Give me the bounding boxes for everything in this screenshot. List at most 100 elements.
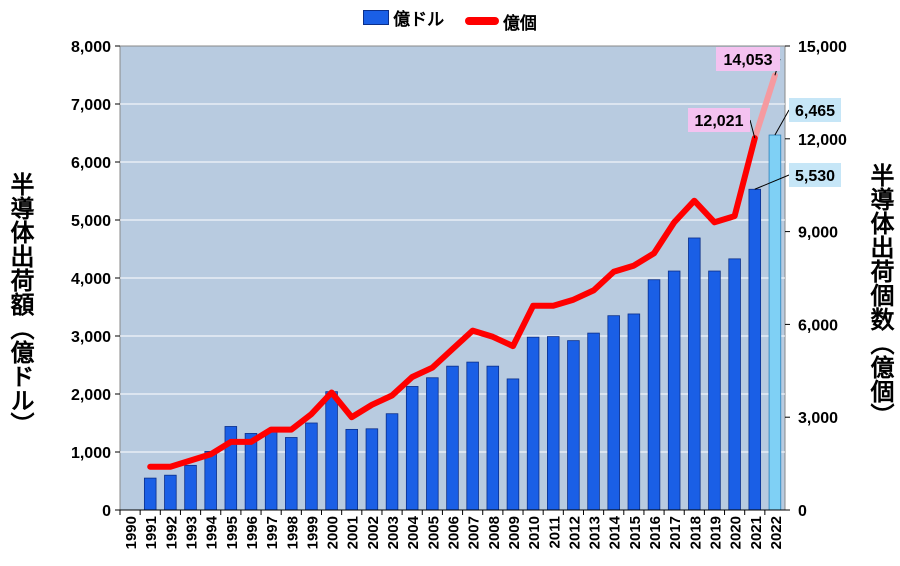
x-tick-label: 1998 (284, 516, 301, 549)
bar-2001 (345, 428, 358, 511)
x-tick-label: 2010 (526, 516, 543, 549)
y-left-tick-label: 6,000 (71, 155, 111, 172)
x-tick-label: 2017 (667, 516, 684, 549)
callout-leader (754, 174, 790, 190)
y-axis-right-title: 半導体出荷個数（億個） (866, 163, 893, 427)
bar-2021 (748, 188, 762, 511)
y-left-tick-label: 5,000 (71, 213, 111, 230)
line-series-actual (147, 135, 758, 470)
bar-2018 (688, 237, 701, 511)
y-left-tick-label: 3,000 (71, 329, 111, 346)
x-tick-label: 2013 (587, 516, 604, 549)
x-tick-label: 2012 (566, 516, 583, 549)
legend-line-swatch (464, 17, 499, 25)
x-tick-label: 2020 (728, 516, 745, 549)
bar-1993 (184, 464, 197, 511)
bar-2003 (385, 413, 399, 511)
y-right-tick-label: 0 (798, 503, 807, 520)
x-tick-label: 2008 (486, 516, 503, 549)
bar-2000 (325, 391, 338, 511)
x-tick-label: 2015 (627, 516, 644, 549)
y-right-tick-label: 6,000 (798, 317, 838, 334)
y-axis-left-title: 半導体出荷額（億ドル） (6, 172, 33, 436)
x-tick-label: 2004 (405, 515, 422, 549)
x-tick-label: 2018 (687, 516, 704, 549)
x-tick-label: 1997 (264, 516, 281, 549)
bar-2020 (728, 258, 741, 511)
x-tick-label: 2003 (385, 516, 402, 549)
x-tick-label: 1995 (224, 516, 241, 549)
legend-bar-label: 億ドル (393, 10, 445, 29)
bar-2013 (587, 332, 600, 511)
bar-2008 (486, 365, 500, 511)
bar-1998 (285, 437, 298, 511)
y-right-tick-label: 12,000 (798, 132, 847, 149)
legend: 億ドル 億個 (0, 5, 900, 34)
legend-bar-swatch (363, 10, 390, 25)
y-right-tick-label: 3,000 (798, 410, 838, 427)
legend-item-line: 億個 (464, 9, 537, 34)
bar-2002 (365, 428, 379, 511)
x-tick-label: 2021 (748, 516, 765, 549)
callout-box (716, 47, 780, 71)
bar-2011 (547, 336, 560, 511)
bar-2019 (708, 270, 721, 511)
bar-2016 (647, 279, 661, 511)
x-tick-label: 2009 (506, 516, 523, 549)
bar-1996 (244, 433, 258, 511)
x-tick-label: 2006 (446, 516, 463, 549)
legend-item-bar: 億ドル (363, 5, 444, 30)
bar-2006 (446, 365, 459, 511)
y-left-tick-label: 8,000 (71, 39, 111, 56)
x-tick-label: 1999 (304, 516, 321, 549)
y-left-tick-label: 1,000 (71, 445, 111, 462)
bar-1992 (164, 474, 177, 511)
bar-2017 (667, 270, 681, 511)
callout-box (789, 163, 841, 187)
line-series-forecast (751, 72, 778, 142)
bar-1991 (143, 477, 157, 511)
y-left-tick-label: 7,000 (71, 97, 111, 114)
y-left-tick-label: 2,000 (71, 387, 111, 404)
bar-2005 (426, 377, 439, 511)
x-tick-label: 2000 (325, 516, 342, 549)
x-tick-label: 2022 (768, 516, 785, 549)
legend-line-label: 億個 (502, 13, 537, 33)
callout-leader (749, 119, 756, 139)
x-tick-label: 2007 (466, 516, 483, 549)
bar-2012 (567, 340, 580, 511)
y-right-tick-label: 9,000 (798, 225, 838, 242)
callout-leader (774, 109, 790, 136)
callout-label: 6,465 (795, 103, 835, 120)
x-tick-label: 1994 (204, 515, 221, 549)
x-tick-label: 2002 (365, 516, 382, 549)
bar-2007 (466, 361, 479, 511)
bar-1997 (264, 430, 278, 511)
x-tick-label: 1993 (184, 516, 201, 549)
y-left-tick-label: 0 (102, 503, 111, 520)
x-tick-label: 2011 (546, 516, 563, 549)
callout-box (789, 98, 841, 122)
bar-2010 (526, 336, 540, 511)
bar-1999 (305, 422, 318, 511)
bar-2022 (768, 134, 782, 511)
x-tick-label: 2019 (707, 516, 724, 549)
x-tick-label: 2016 (647, 516, 664, 549)
callout-label: 12,021 (695, 113, 744, 130)
callout-label: 14,053 (724, 52, 773, 69)
x-tick-label: 1990 (123, 516, 140, 549)
callout-label: 5,530 (795, 168, 835, 185)
y-left-tick-label: 4,000 (71, 271, 111, 288)
y-right-tick-label: 15,000 (798, 39, 847, 56)
x-tick-label: 1996 (244, 516, 261, 549)
callout-box (688, 108, 750, 132)
x-tick-label: 1992 (163, 516, 180, 549)
x-tick-label: 2014 (607, 515, 624, 549)
x-tick-label: 2005 (425, 516, 442, 549)
bar-1994 (204, 451, 217, 511)
x-tick-label: 2001 (345, 516, 362, 549)
bar-2015 (627, 313, 641, 511)
bar-2009 (506, 378, 520, 511)
bar-2004 (405, 386, 419, 511)
